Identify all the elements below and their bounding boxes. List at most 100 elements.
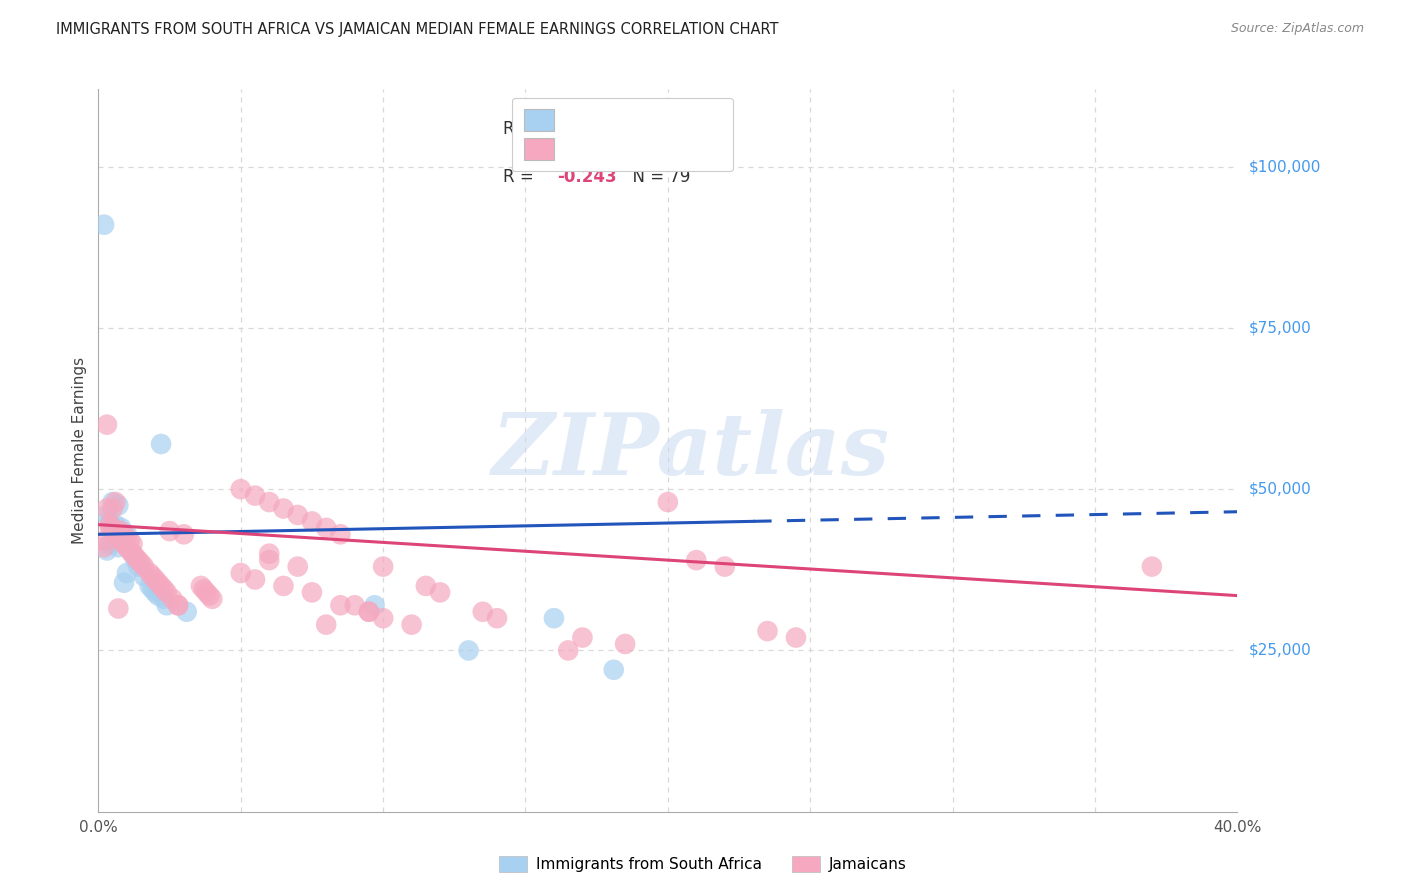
- Point: [150, 437, 173, 451]
- Point: [107, 531, 129, 545]
- Text: $25,000: $25,000: [1249, 643, 1312, 658]
- Point: [614, 637, 637, 651]
- Point: [373, 611, 395, 625]
- Text: R =: R =: [503, 120, 538, 138]
- Point: [243, 489, 266, 503]
- Point: [101, 521, 124, 535]
- Point: [329, 527, 352, 541]
- Point: [101, 533, 124, 548]
- Point: [259, 547, 281, 561]
- Point: [112, 527, 135, 541]
- Point: [315, 521, 337, 535]
- Text: 0.029: 0.029: [557, 120, 610, 138]
- Point: [101, 495, 124, 509]
- Point: [173, 527, 195, 541]
- Point: [429, 585, 451, 599]
- Point: [198, 589, 221, 603]
- Point: [115, 527, 138, 541]
- Point: [138, 566, 160, 580]
- Point: [110, 531, 132, 545]
- Point: [107, 540, 129, 554]
- Point: [127, 559, 149, 574]
- Point: [714, 559, 737, 574]
- Point: [121, 537, 143, 551]
- Point: [124, 553, 146, 567]
- Point: [104, 527, 127, 541]
- Point: [110, 533, 132, 548]
- Point: [176, 605, 198, 619]
- Point: [603, 663, 626, 677]
- Point: [343, 599, 366, 613]
- Point: [657, 495, 679, 509]
- Point: [93, 540, 115, 554]
- Point: [148, 575, 170, 590]
- Text: N = 79: N = 79: [623, 169, 690, 186]
- Text: -0.243: -0.243: [557, 169, 617, 186]
- Point: [229, 566, 252, 580]
- Point: [571, 631, 593, 645]
- Point: [96, 417, 118, 432]
- Point: [141, 569, 163, 583]
- Point: [415, 579, 437, 593]
- Point: [329, 599, 352, 613]
- Point: [229, 482, 252, 496]
- Point: [457, 643, 479, 657]
- Text: $50,000: $50,000: [1249, 482, 1312, 497]
- Text: $75,000: $75,000: [1249, 320, 1312, 335]
- Point: [756, 624, 779, 639]
- Point: [685, 553, 707, 567]
- Legend: Immigrants from South Africa, Jamaicans: Immigrants from South Africa, Jamaicans: [492, 848, 914, 880]
- Point: [1140, 559, 1163, 574]
- Point: [129, 557, 152, 571]
- Point: [201, 591, 224, 606]
- Point: [357, 605, 380, 619]
- Point: [104, 524, 127, 538]
- Text: IMMIGRANTS FROM SOUTH AFRICA VS JAMAICAN MEDIAN FEMALE EARNINGS CORRELATION CHAR: IMMIGRANTS FROM SOUTH AFRICA VS JAMAICAN…: [56, 22, 779, 37]
- Point: [243, 573, 266, 587]
- Point: [167, 599, 190, 613]
- Point: [301, 515, 323, 529]
- Point: [193, 582, 215, 596]
- Y-axis label: Median Female Earnings: Median Female Earnings: [72, 357, 87, 544]
- Point: [93, 218, 115, 232]
- Point: [557, 643, 579, 657]
- Point: [96, 543, 118, 558]
- Point: [543, 611, 565, 625]
- Point: [273, 579, 295, 593]
- Point: [259, 553, 281, 567]
- Point: [156, 585, 179, 599]
- Point: [118, 533, 141, 548]
- Point: [785, 631, 807, 645]
- Point: [401, 617, 423, 632]
- Point: [104, 517, 127, 532]
- Point: [98, 515, 121, 529]
- Point: [93, 533, 115, 548]
- Point: [141, 582, 163, 596]
- Point: [167, 599, 190, 613]
- Point: [159, 524, 181, 538]
- Point: [315, 617, 337, 632]
- Point: [107, 498, 129, 512]
- Point: [107, 601, 129, 615]
- Point: [471, 605, 494, 619]
- Point: [287, 508, 309, 522]
- Point: [98, 537, 121, 551]
- Point: [190, 579, 212, 593]
- Point: [373, 559, 395, 574]
- Point: [112, 575, 135, 590]
- Point: [132, 569, 155, 583]
- Point: [121, 547, 143, 561]
- Point: [145, 573, 167, 587]
- Point: [363, 599, 385, 613]
- Point: [98, 521, 121, 535]
- Point: [153, 582, 176, 596]
- Point: [112, 537, 135, 551]
- Point: [110, 524, 132, 538]
- Point: [153, 591, 176, 606]
- Point: [96, 501, 118, 516]
- Text: $100,000: $100,000: [1249, 159, 1320, 174]
- Point: [118, 543, 141, 558]
- Text: ZIPatlas: ZIPatlas: [492, 409, 890, 492]
- Point: [115, 566, 138, 580]
- Point: [145, 585, 167, 599]
